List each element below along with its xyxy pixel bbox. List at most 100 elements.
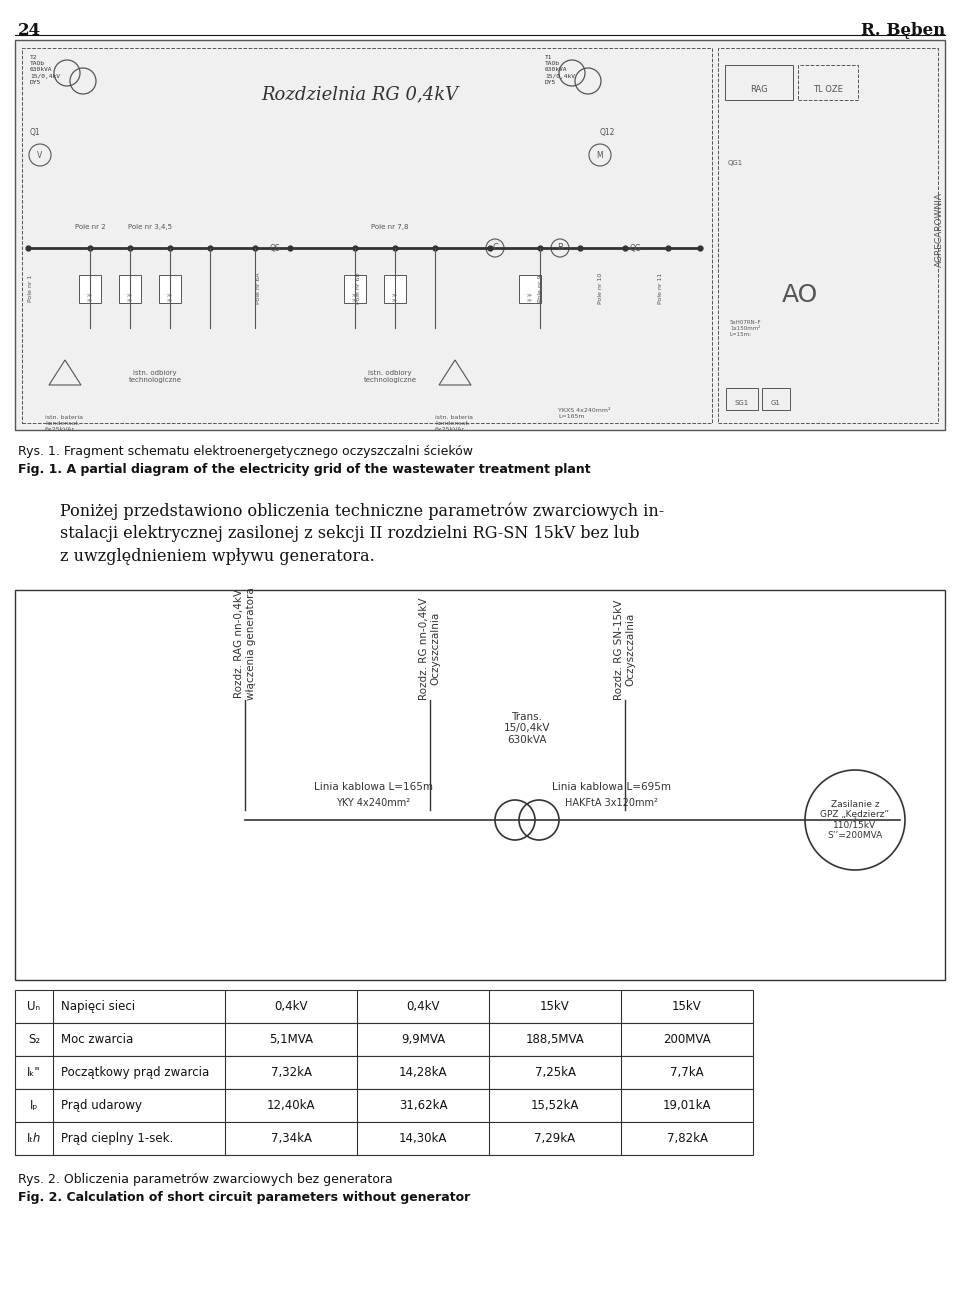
Text: Zasilanie z
GPZ „Kędzierz”
110/15kV
S’’=200MVA: Zasilanie z GPZ „Kędzierz” 110/15kV S’’=… — [821, 800, 890, 840]
Bar — [22, 48, 712, 423]
Text: T1
TAOb
630kVA
15/0,4kV
DY5: T1 TAOb 630kVA 15/0,4kV DY5 — [545, 54, 575, 84]
Bar — [344, 275, 366, 303]
Text: Napięci sieci: Napięci sieci — [61, 1000, 135, 1013]
Text: Fig. 1. A partial diagram of the electricity grid of the wastewater treatment pl: Fig. 1. A partial diagram of the electri… — [18, 463, 590, 476]
Text: G1: G1 — [771, 399, 780, 406]
Text: Trans.
15/0,4kV
630kVA: Trans. 15/0,4kV 630kVA — [504, 712, 550, 744]
Text: HAKFtA 3x120mm²: HAKFtA 3x120mm² — [564, 798, 658, 808]
Text: 31,62kA: 31,62kA — [398, 1099, 447, 1112]
Bar — [15, 1023, 753, 1056]
Text: YKY 4x240mm²: YKY 4x240mm² — [336, 798, 411, 808]
Text: z uwzględnieniem wpływu generatora.: z uwzględnieniem wpływu generatora. — [60, 549, 374, 565]
Text: 7,32kA: 7,32kA — [271, 1066, 311, 1079]
Text: Prąd cieplny 1-sek.: Prąd cieplny 1-sek. — [61, 1132, 173, 1145]
Text: >>
>>: >> >> — [392, 292, 397, 302]
Text: C: C — [492, 244, 498, 253]
Text: S₂: S₂ — [28, 1032, 40, 1045]
Text: 7,34kA: 7,34kA — [271, 1132, 311, 1145]
Text: 14,30kA: 14,30kA — [398, 1132, 447, 1145]
Bar — [15, 990, 753, 1023]
Text: Iₜℎ: Iₜℎ — [27, 1132, 41, 1145]
Text: TL OZE: TL OZE — [813, 86, 843, 93]
Text: >>
>>: >> >> — [352, 292, 358, 302]
Bar — [79, 275, 101, 303]
Text: >>
>>: >> >> — [87, 292, 93, 302]
Text: Fig. 2. Calculation of short circuit parameters without generator: Fig. 2. Calculation of short circuit par… — [18, 1191, 470, 1204]
Bar — [726, 388, 758, 410]
Text: M: M — [597, 150, 603, 160]
Text: Pole nr 6B: Pole nr 6B — [355, 272, 361, 303]
Text: Pole nr 9: Pole nr 9 — [538, 274, 542, 302]
Bar — [15, 40, 945, 431]
Text: Pole nr 6A: Pole nr 6A — [255, 272, 260, 303]
Text: Moc zwarcia: Moc zwarcia — [61, 1032, 133, 1045]
Text: >>
>>: >> >> — [527, 292, 533, 302]
Bar — [519, 275, 541, 303]
Text: Q12: Q12 — [600, 128, 615, 137]
Text: >>
>>: >> >> — [167, 292, 173, 302]
Text: 200MVA: 200MVA — [663, 1032, 710, 1045]
Bar — [762, 388, 790, 410]
Text: 15kV: 15kV — [540, 1000, 570, 1013]
Text: RAG: RAG — [750, 86, 768, 93]
Text: 14,28kA: 14,28kA — [398, 1066, 447, 1079]
Text: V: V — [37, 150, 42, 160]
Text: Pole nr 11: Pole nr 11 — [658, 272, 662, 303]
Text: Pole nr 3,4,5: Pole nr 3,4,5 — [128, 224, 172, 230]
Text: 188,5MVA: 188,5MVA — [526, 1032, 585, 1045]
Text: Początkowy prąd zwarcia: Początkowy prąd zwarcia — [61, 1066, 209, 1079]
Text: Iₚ: Iₚ — [30, 1099, 38, 1112]
Text: Pole nr 10: Pole nr 10 — [597, 272, 603, 303]
Text: Iₖ": Iₖ" — [27, 1066, 41, 1079]
Bar — [159, 275, 181, 303]
Text: istn. odbiory
technologiczne: istn. odbiory technologiczne — [364, 370, 417, 383]
Text: Prąd udarowy: Prąd udarowy — [61, 1099, 142, 1112]
Text: 7,7kA: 7,7kA — [670, 1066, 704, 1079]
Text: QG: QG — [630, 244, 641, 253]
Text: 5,1MVA: 5,1MVA — [269, 1032, 313, 1045]
Text: 7,82kA: 7,82kA — [666, 1132, 708, 1145]
Bar — [718, 48, 938, 423]
Text: T2
TAOb
630kVA
15/0,4kV
DY5: T2 TAOb 630kVA 15/0,4kV DY5 — [30, 54, 60, 84]
Text: 19,01kA: 19,01kA — [662, 1099, 711, 1112]
Text: stalacji elektrycznej zasilonej z sekcji II rozdzielni RG-SN 15kV bez lub: stalacji elektrycznej zasilonej z sekcji… — [60, 525, 639, 542]
Text: Pole nr 7,8: Pole nr 7,8 — [372, 224, 409, 230]
Text: Rozdz. RAG nn-0,4kV
włączenia generatora: Rozdz. RAG nn-0,4kV włączenia generatora — [234, 588, 255, 700]
Text: Rozdz. RG SN-15kV
Oczyszczalnia: Rozdz. RG SN-15kV Oczyszczalnia — [614, 599, 636, 700]
Text: Poniżej przedstawiono obliczenia techniczne parametrów zwarciowych in-: Poniżej przedstawiono obliczenia technic… — [60, 502, 664, 520]
Text: Rys. 1. Fragment schematu elektroenergetycznego oczyszczalni ścieków: Rys. 1. Fragment schematu elektroenerget… — [18, 445, 473, 458]
Text: 5xH07RN–F
1x150mm²
L=15m;: 5xH07RN–F 1x150mm² L=15m; — [730, 320, 761, 337]
Bar — [15, 1122, 753, 1156]
Text: QS: QS — [270, 244, 280, 253]
Text: Pole nr 2: Pole nr 2 — [75, 224, 106, 230]
Text: 12,40kA: 12,40kA — [267, 1099, 315, 1112]
Text: R. Bęben: R. Bęben — [861, 22, 945, 39]
Text: 15kV: 15kV — [672, 1000, 702, 1013]
Text: AO: AO — [781, 283, 818, 307]
Bar — [384, 275, 406, 303]
Text: Pole nr 1: Pole nr 1 — [28, 274, 33, 302]
Bar — [15, 1056, 753, 1089]
Bar — [725, 65, 793, 100]
Text: YKXS 4x240mm²
L=165m: YKXS 4x240mm² L=165m — [558, 409, 611, 419]
Text: Rys. 2. Obliczenia parametrów zwarciowych bez generatora: Rys. 2. Obliczenia parametrów zwarciowyc… — [18, 1172, 393, 1185]
Text: >>
>>: >> >> — [127, 292, 132, 302]
Text: QG1: QG1 — [728, 160, 743, 166]
Text: Uₙ: Uₙ — [28, 1000, 40, 1013]
Bar — [15, 1089, 753, 1122]
Text: 0,4kV: 0,4kV — [275, 1000, 308, 1013]
Bar — [798, 65, 858, 100]
Text: istn. bateria
kondensat.
6x25kVAr: istn. bateria kondensat. 6x25kVAr — [45, 415, 83, 432]
Text: 24: 24 — [18, 22, 41, 39]
Text: SG1: SG1 — [734, 399, 749, 406]
Text: istn. bateria
kondensat.
6x25kVAr: istn. bateria kondensat. 6x25kVAr — [435, 415, 473, 432]
Text: Linia kablowa L=695m: Linia kablowa L=695m — [551, 782, 670, 792]
Text: Linia kablowa L=165m: Linia kablowa L=165m — [314, 782, 433, 792]
Bar — [15, 590, 945, 981]
Text: Q1: Q1 — [30, 128, 40, 137]
Text: 7,25kA: 7,25kA — [535, 1066, 575, 1079]
Text: AGRECAROWNIA: AGRECAROWNIA — [934, 192, 944, 267]
Text: 7,29kA: 7,29kA — [535, 1132, 576, 1145]
Text: 15,52kA: 15,52kA — [531, 1099, 579, 1112]
Text: 9,9MVA: 9,9MVA — [401, 1032, 445, 1045]
